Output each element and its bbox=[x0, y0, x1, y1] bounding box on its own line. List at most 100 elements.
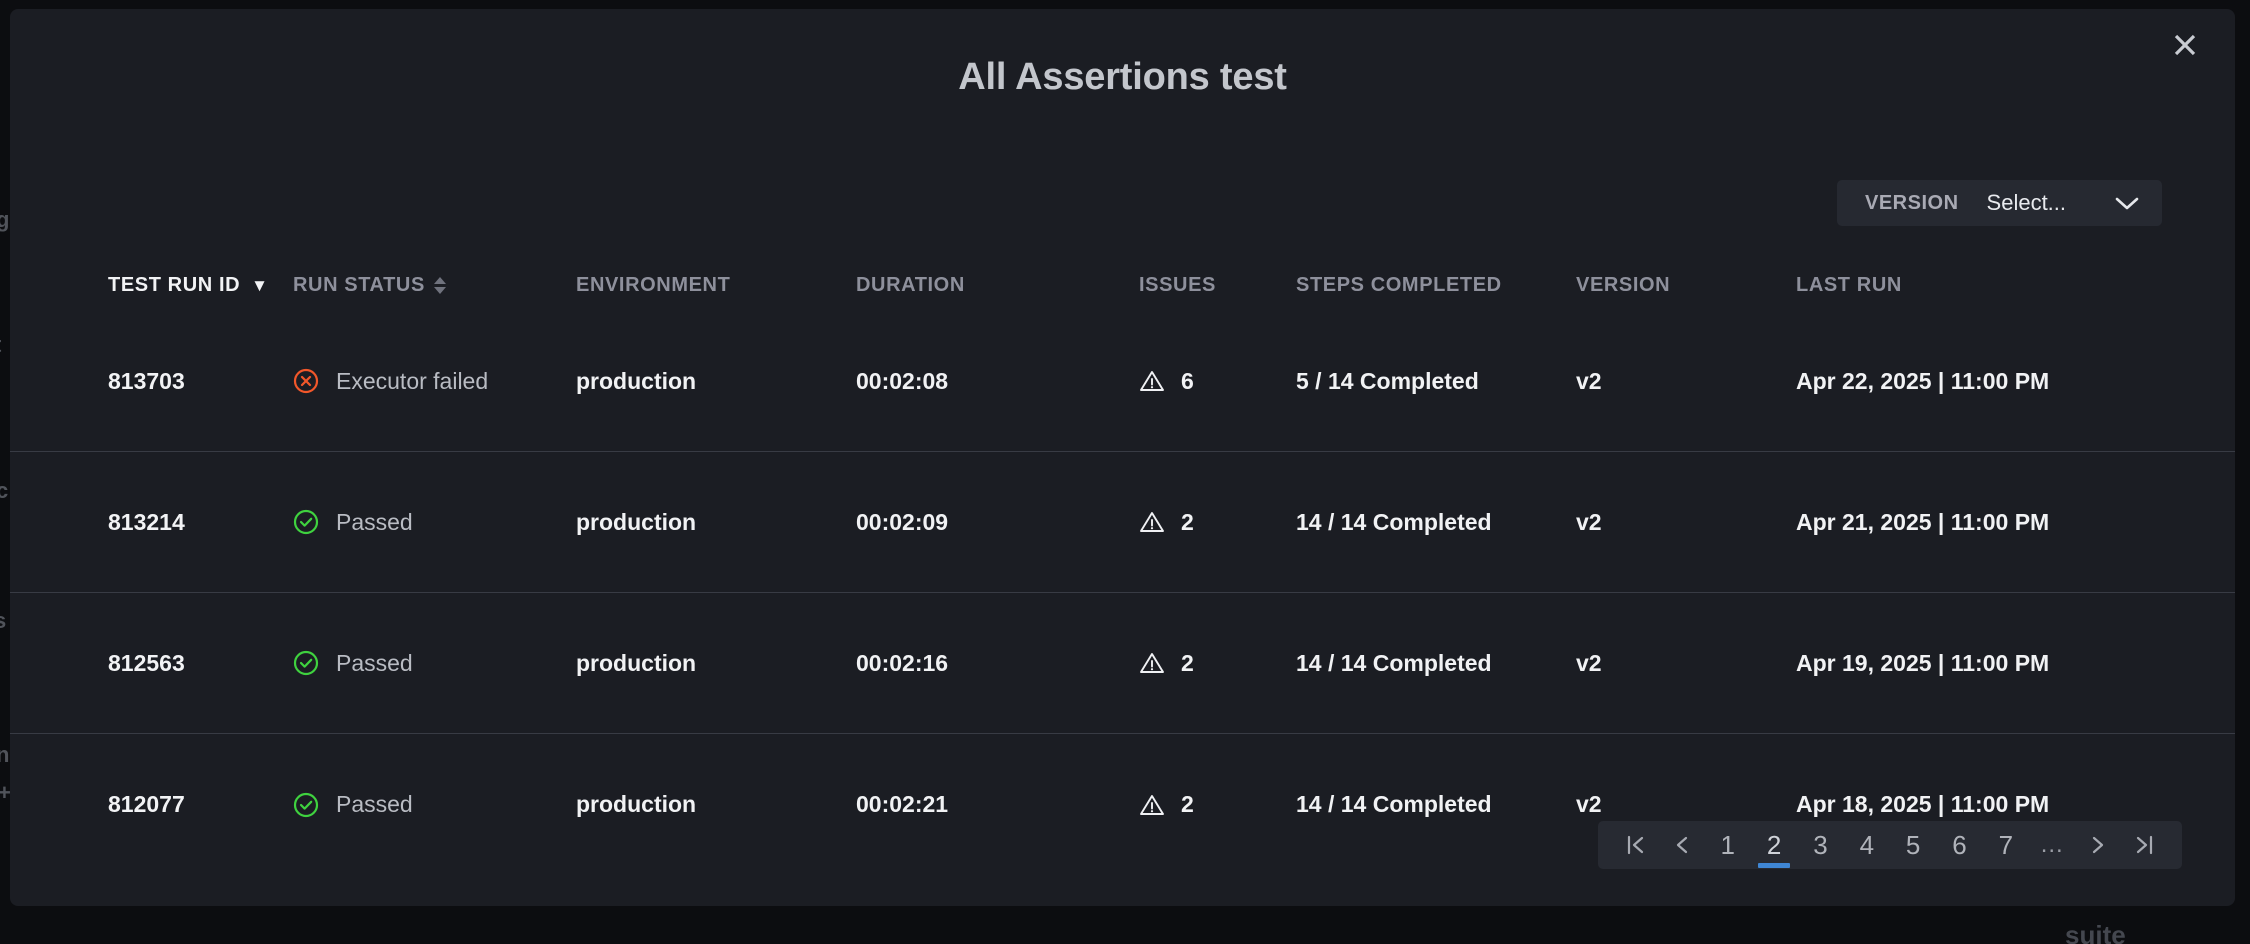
warning-triangle-icon bbox=[1139, 651, 1165, 675]
table-row[interactable]: 812077 Passed production 00:02:21 bbox=[10, 734, 2235, 875]
circle-check-icon bbox=[293, 650, 319, 676]
cell-test-run-id: 812563 bbox=[108, 649, 185, 676]
cell-version: v2 bbox=[1576, 791, 1602, 817]
warning-triangle-icon bbox=[1139, 510, 1165, 534]
chevron-right-icon[interactable] bbox=[2082, 821, 2116, 869]
page-button-3[interactable]: 3 bbox=[1813, 829, 1828, 860]
cell-environment: production bbox=[576, 367, 697, 394]
cell-environment: production bbox=[576, 649, 697, 676]
issues-count: 2 bbox=[1181, 791, 1194, 817]
column-header-issues[interactable]: ISSUES bbox=[1139, 274, 1296, 297]
background-text-fragment: s bbox=[0, 608, 7, 633]
page-ellipsis: ... bbox=[2040, 831, 2064, 858]
cell-steps-completed: 5 / 14 Completed bbox=[1296, 367, 1479, 394]
cell-last-run: Apr 22, 2025 | 11:00 PM bbox=[1796, 367, 2050, 394]
cell-duration: 00:02:08 bbox=[856, 367, 949, 394]
column-header-duration[interactable]: DURATION bbox=[856, 274, 1139, 297]
cell-run-status: Passed bbox=[293, 791, 576, 818]
warning-triangle-icon bbox=[1139, 793, 1165, 817]
circle-check-icon bbox=[293, 792, 319, 818]
status-label: Passed bbox=[336, 649, 413, 676]
table-header-row: TEST RUN ID ▼ RUN STATUS ENVIRONMENT DUR… bbox=[10, 259, 2235, 311]
cell-last-run: Apr 21, 2025 | 11:00 PM bbox=[1796, 508, 2050, 535]
column-header-steps-completed[interactable]: STEPS COMPLETED bbox=[1296, 274, 1576, 297]
last-page-icon[interactable] bbox=[2128, 821, 2162, 869]
cell-steps-completed: 14 / 14 Completed bbox=[1296, 791, 1492, 817]
version-filter-value: Select... bbox=[1986, 190, 2067, 215]
column-header-last-run[interactable]: LAST RUN bbox=[1796, 274, 2136, 297]
column-header-label: STEPS COMPLETED bbox=[1296, 273, 1502, 296]
table-row[interactable]: 812563 Passed production 00:02:16 bbox=[10, 593, 2235, 734]
page-button-5[interactable]: 5 bbox=[1905, 829, 1921, 860]
background-text-fragment: c bbox=[0, 478, 9, 503]
column-header-label: ENVIRONMENT bbox=[576, 273, 731, 296]
background-text-fragment: n bbox=[0, 742, 10, 767]
status-label: Passed bbox=[336, 508, 413, 535]
first-page-icon[interactable] bbox=[1618, 821, 1652, 869]
warning-triangle-icon bbox=[1139, 369, 1165, 393]
circle-check-icon bbox=[293, 509, 319, 535]
column-header-run-status[interactable]: RUN STATUS bbox=[293, 274, 576, 297]
column-header-label: TEST RUN ID bbox=[108, 273, 241, 296]
column-header-label: ISSUES bbox=[1139, 273, 1216, 296]
chevron-left-icon[interactable] bbox=[1664, 821, 1698, 869]
circle-x-icon bbox=[293, 368, 319, 394]
page-button-2[interactable]: 2 bbox=[1757, 821, 1791, 869]
cell-steps-completed: 14 / 14 Completed bbox=[1296, 649, 1492, 676]
cell-issues: 6 bbox=[1139, 368, 1296, 395]
column-header-test-run-id[interactable]: TEST RUN ID ▼ bbox=[10, 274, 293, 297]
background-label-suite: suite bbox=[2065, 920, 2126, 944]
status-label: Passed bbox=[336, 791, 413, 817]
cell-duration: 00:02:09 bbox=[856, 508, 949, 535]
sort-descending-icon: ▼ bbox=[251, 275, 269, 295]
cell-issues: 2 bbox=[1139, 791, 1296, 818]
background-text-fragment: t bbox=[0, 332, 1, 358]
cell-run-status: Executor failed bbox=[293, 368, 576, 395]
cell-last-run: Apr 19, 2025 | 11:00 PM bbox=[1796, 649, 2050, 676]
page-button-1[interactable]: 1 bbox=[1720, 829, 1735, 860]
cell-last-run: Apr 18, 2025 | 11:00 PM bbox=[1796, 791, 2050, 817]
page-button-4[interactable]: 4 bbox=[1859, 829, 1875, 860]
version-filter-label: VERSION bbox=[1865, 191, 1959, 214]
test-runs-modal: All Assertions test VERSION Select... TE… bbox=[10, 9, 2235, 906]
background-text-fragment: g bbox=[0, 207, 10, 232]
issues-count: 2 bbox=[1181, 649, 1194, 676]
page-title: All Assertions test bbox=[958, 56, 1287, 98]
cell-run-status: Passed bbox=[293, 509, 576, 536]
column-header-environment[interactable]: ENVIRONMENT bbox=[576, 274, 856, 297]
cell-test-run-id: 812077 bbox=[108, 791, 185, 817]
cell-run-status: Passed bbox=[293, 650, 576, 677]
page-button-7[interactable]: 7 bbox=[1998, 829, 2014, 860]
cell-version: v2 bbox=[1576, 367, 1602, 394]
cell-test-run-id: 813214 bbox=[108, 508, 185, 535]
page-button-6[interactable]: 6 bbox=[1952, 829, 1967, 860]
table-row[interactable]: 813214 Passed production 00:02:09 bbox=[10, 452, 2235, 593]
cell-version: v2 bbox=[1576, 508, 1602, 535]
table-row[interactable]: 813703 Executor failed production 00:02:… bbox=[10, 311, 2235, 452]
cell-environment: production bbox=[576, 791, 697, 817]
status-label: Executor failed bbox=[336, 367, 489, 394]
cell-steps-completed: 14 / 14 Completed bbox=[1296, 508, 1492, 535]
column-header-label: RUN STATUS bbox=[293, 273, 425, 296]
test-runs-table: TEST RUN ID ▼ RUN STATUS ENVIRONMENT DUR… bbox=[10, 259, 2235, 875]
column-header-label: LAST RUN bbox=[1796, 273, 1902, 296]
cell-version: v2 bbox=[1576, 649, 1602, 676]
pagination: 1 2 3 4 5 6 7 ... bbox=[1598, 821, 2182, 869]
chevron-down-icon[interactable] bbox=[2114, 195, 2140, 211]
column-header-label: VERSION bbox=[1576, 273, 1671, 296]
issues-count: 6 bbox=[1181, 367, 1194, 394]
issues-count: 2 bbox=[1181, 508, 1194, 535]
cell-issues: 2 bbox=[1139, 509, 1296, 536]
sort-toggle-icon bbox=[433, 276, 446, 294]
version-filter-dropdown[interactable]: VERSION Select... bbox=[1837, 180, 2162, 226]
cell-duration: 00:02:21 bbox=[856, 791, 949, 817]
cell-test-run-id: 813703 bbox=[108, 367, 185, 394]
cell-issues: 2 bbox=[1139, 650, 1296, 677]
cell-environment: production bbox=[576, 508, 697, 535]
background-text-fragment: + bbox=[0, 780, 11, 805]
close-icon[interactable] bbox=[2163, 23, 2207, 67]
column-header-label: DURATION bbox=[856, 273, 965, 296]
cell-duration: 00:02:16 bbox=[856, 649, 949, 676]
column-header-version[interactable]: VERSION bbox=[1576, 274, 1796, 297]
